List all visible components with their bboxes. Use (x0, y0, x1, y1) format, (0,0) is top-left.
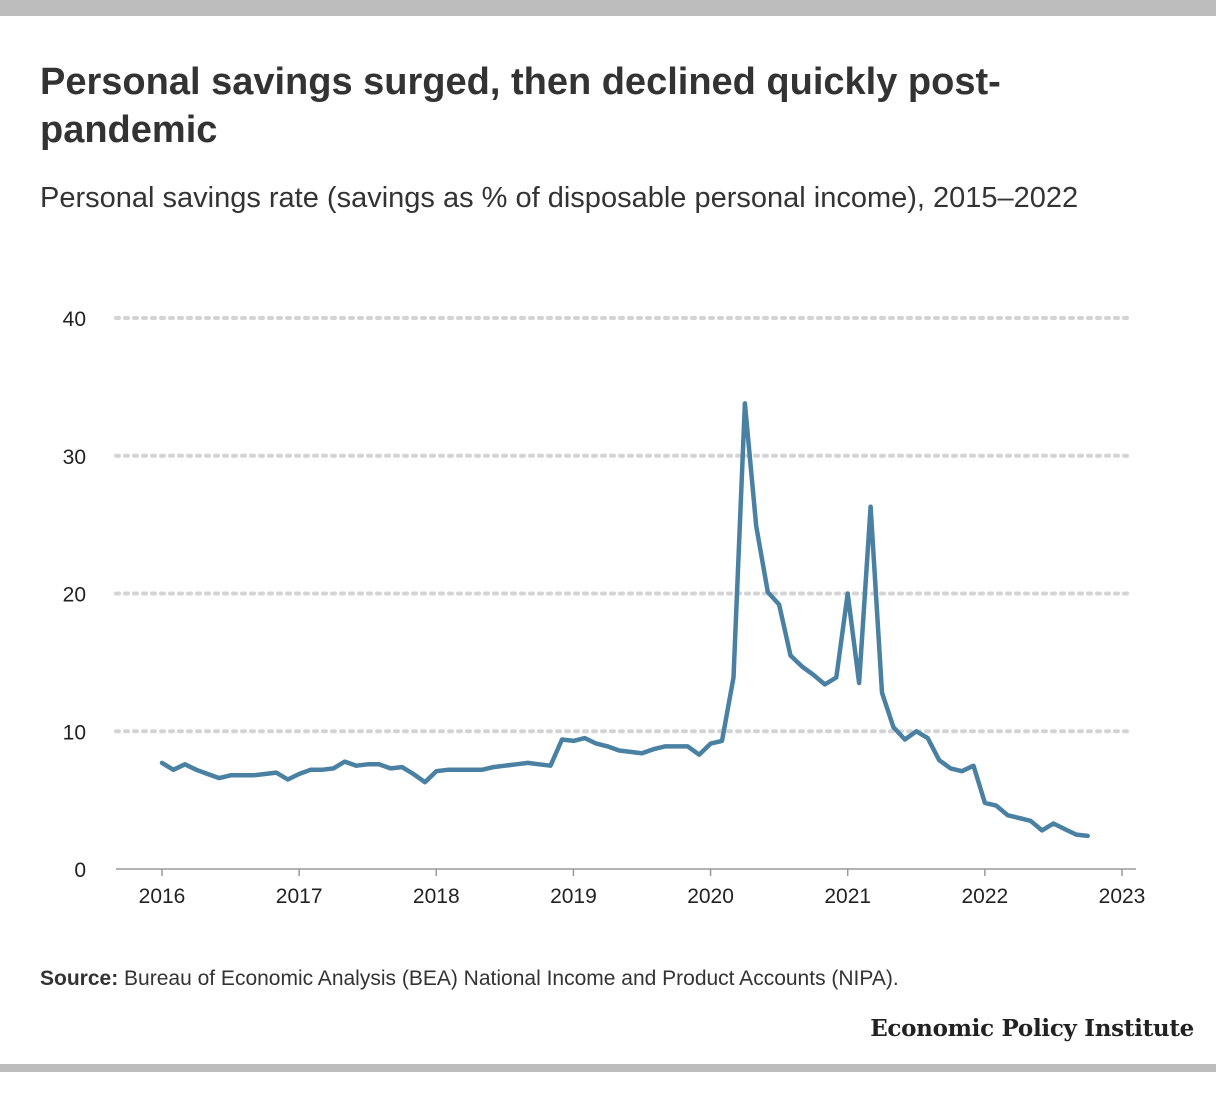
x-tick-label: 2017 (276, 885, 323, 908)
y-tick-label: 10 (63, 721, 86, 744)
y-tick-label: 40 (63, 308, 86, 331)
x-tick-label: 2020 (687, 885, 734, 908)
x-tick-label: 2019 (550, 885, 597, 908)
x-tick-label: 2023 (1099, 885, 1146, 908)
y-tick-labels: 0 10 20 30 40 (63, 308, 86, 882)
x-axis (116, 868, 1136, 876)
source-text: Bureau of Economic Analysis (BEA) Nation… (124, 967, 899, 990)
y-tick-label: 0 (74, 859, 86, 882)
chart-subtitle: Personal savings rate (savings as % of d… (40, 182, 1079, 214)
x-tick-label: 2018 (413, 885, 460, 908)
x-tick-label: 2021 (824, 885, 871, 908)
series-layer (159, 401, 1090, 839)
y-gridlines (114, 316, 1134, 734)
x-tick-labels: 2016 2017 2018 2019 2020 2021 2022 2023 (139, 885, 1146, 908)
series-line-savings-rate (159, 401, 1090, 839)
x-tick-label: 2016 (139, 885, 186, 908)
y-tick-label: 30 (63, 446, 86, 469)
brand-wordmark: Economic Policy Institute (870, 1015, 1194, 1042)
source-note: Source: Bureau of Economic Analysis (BEA… (40, 964, 1180, 994)
x-tick-label: 2022 (961, 885, 1008, 908)
bottom-border-bar (0, 1064, 1216, 1072)
y-tick-label: 20 (63, 584, 86, 607)
source-label: Source: (40, 967, 119, 990)
top-border-bar (0, 0, 1216, 16)
chart-title: Personal savings surged, then declined q… (40, 61, 1001, 151)
